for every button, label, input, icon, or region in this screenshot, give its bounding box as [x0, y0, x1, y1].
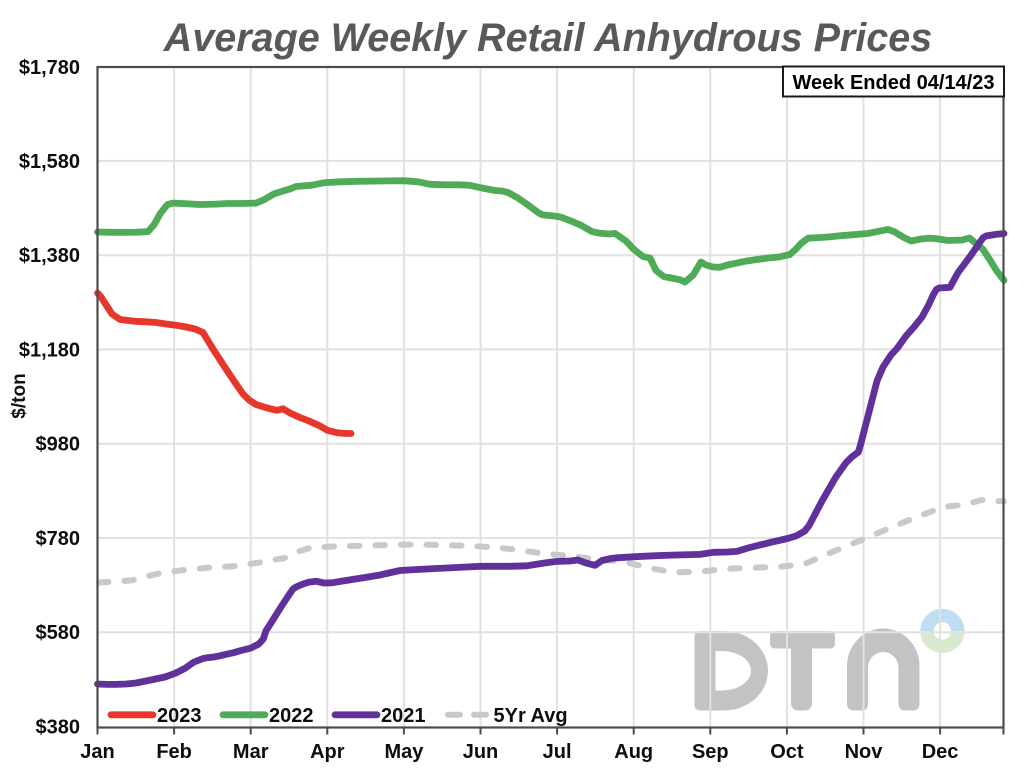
- svg-text:$1,580: $1,580: [19, 151, 80, 173]
- svg-text:2023: 2023: [157, 705, 202, 727]
- svg-text:Nov: Nov: [845, 741, 884, 763]
- svg-text:Jan: Jan: [80, 741, 114, 763]
- svg-text:Apr: Apr: [310, 741, 345, 763]
- svg-text:Week Ended 04/14/23: Week Ended 04/14/23: [793, 72, 995, 94]
- svg-text:Jul: Jul: [543, 741, 572, 763]
- svg-text:5Yr Avg: 5Yr Avg: [494, 705, 568, 727]
- svg-text:2022: 2022: [269, 705, 314, 727]
- svg-text:Sep: Sep: [692, 741, 729, 763]
- svg-text:$/ton: $/ton: [9, 373, 30, 418]
- svg-text:2021: 2021: [381, 705, 426, 727]
- svg-text:$980: $980: [36, 434, 81, 456]
- svg-text:Aug: Aug: [614, 741, 653, 763]
- svg-text:Dec: Dec: [922, 741, 959, 763]
- svg-text:$1,180: $1,180: [19, 339, 80, 361]
- svg-text:$380: $380: [36, 717, 81, 739]
- svg-text:Oct: Oct: [770, 741, 804, 763]
- svg-text:Jun: Jun: [463, 741, 499, 763]
- svg-text:$580: $580: [36, 622, 81, 644]
- svg-text:Average Weekly Retail Anhydrou: Average Weekly Retail Anhydrous Prices: [163, 16, 932, 60]
- svg-text:$1,780: $1,780: [19, 57, 80, 79]
- svg-text:$780: $780: [36, 528, 81, 550]
- svg-text:$1,380: $1,380: [19, 245, 80, 267]
- svg-text:Mar: Mar: [233, 741, 269, 763]
- svg-text:Feb: Feb: [156, 741, 192, 763]
- svg-text:May: May: [384, 741, 424, 763]
